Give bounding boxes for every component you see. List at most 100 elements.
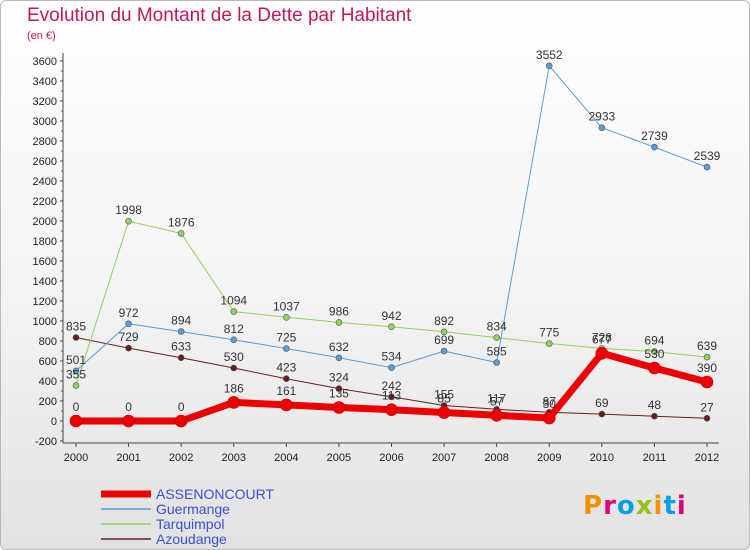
data-point-assenoncourt — [595, 346, 609, 360]
x-tick-label: 2000 — [64, 452, 88, 464]
x-tick-label: 2005 — [327, 452, 351, 464]
chart-subtitle: (en €) — [27, 30, 56, 42]
data-point-tarquimpol — [545, 340, 553, 347]
y-tick-label: 600 — [39, 356, 57, 368]
data-point-azoudange — [335, 385, 343, 392]
data-label-guermange: 585 — [487, 345, 507, 359]
data-label-azoudange: 423 — [276, 361, 296, 375]
data-label-tarquimpol: 834 — [487, 320, 507, 334]
data-point-guermange — [72, 367, 80, 375]
data-point-tarquimpol — [177, 230, 185, 237]
data-point-assenoncourt — [700, 375, 714, 389]
proxiti-logo: Proxiti — [583, 491, 687, 521]
y-tick-label: 0 — [51, 416, 57, 428]
data-point-tarquimpol — [651, 348, 658, 355]
data-point-guermange — [598, 124, 606, 131]
data-label-guermange: 725 — [276, 331, 296, 345]
data-label-tarquimpol: 639 — [697, 339, 717, 353]
y-tick-label: 2000 — [33, 216, 57, 228]
y-tick-label: 3200 — [33, 96, 57, 108]
legend-label-guermange: Guermange — [156, 501, 230, 517]
data-point-azoudange — [125, 344, 132, 352]
data-point-azoudange — [598, 410, 606, 418]
data-label-guermange: 2539 — [694, 149, 721, 163]
data-label-tarquimpol: 694 — [644, 334, 664, 348]
data-label-azoudange: 87 — [543, 394, 557, 408]
x-tick-label: 2010 — [590, 452, 614, 464]
legend-label-tarquimpol: Tarquimpol — [156, 516, 224, 532]
data-point-guermange — [177, 328, 185, 335]
data-label-assenoncourt: 530 — [644, 347, 664, 361]
data-label-guermange: 2739 — [641, 129, 668, 143]
data-label-assenoncourt: 57 — [490, 394, 504, 408]
y-tick-label: 1600 — [33, 256, 57, 268]
data-point-guermange — [440, 347, 448, 355]
data-label-azoudange: 242 — [381, 379, 401, 393]
data-point-assenoncourt — [122, 414, 135, 428]
data-label-assenoncourt: 0 — [73, 400, 80, 414]
y-tick-label: 200 — [39, 396, 57, 408]
data-point-guermange — [335, 354, 343, 362]
data-point-tarquimpol — [493, 334, 500, 341]
y-tick-label: 2800 — [33, 136, 57, 148]
x-tick-label: 2001 — [116, 452, 140, 464]
data-point-tarquimpol — [440, 328, 448, 336]
data-point-tarquimpol — [283, 313, 290, 321]
chart-title: Evolution du Montant de la Dette par Hab… — [27, 5, 412, 26]
y-tick-label: 3000 — [33, 116, 57, 128]
data-label-guermange: 632 — [329, 340, 349, 354]
data-label-azoudange: 835 — [66, 320, 86, 334]
data-label-guermange: 3552 — [536, 48, 563, 62]
y-tick-label: 1000 — [33, 316, 57, 328]
data-label-tarquimpol: 1876 — [168, 215, 195, 229]
data-point-assenoncourt — [437, 406, 451, 419]
y-tick-label: 2200 — [33, 196, 57, 208]
data-label-assenoncourt: 113 — [382, 389, 401, 403]
data-point-guermange — [230, 336, 238, 344]
x-tick-label: 2008 — [484, 452, 508, 464]
legend-label-azoudange: Azoudange — [156, 531, 227, 547]
data-label-tarquimpol: 1094 — [220, 294, 247, 308]
data-point-azoudange — [388, 393, 395, 401]
data-label-azoudange: 155 — [434, 388, 454, 402]
y-tick-label: 1800 — [33, 236, 57, 248]
data-label-guermange: 2933 — [588, 110, 615, 124]
data-label-assenoncourt: 135 — [329, 387, 349, 401]
x-tick-label: 2003 — [222, 452, 246, 464]
data-point-assenoncourt — [174, 414, 188, 428]
y-tick-label: -200 — [35, 436, 57, 448]
data-point-tarquimpol — [335, 319, 343, 326]
data-label-assenoncourt: 0 — [125, 400, 132, 414]
data-label-guermange: 972 — [119, 306, 139, 320]
data-point-assenoncourt — [332, 401, 346, 414]
data-point-assenoncourt — [490, 408, 503, 422]
data-label-tarquimpol: 986 — [329, 304, 349, 318]
y-tick-label: 2600 — [33, 156, 57, 168]
y-tick-label: 3600 — [33, 56, 57, 68]
data-label-guermange: 812 — [224, 322, 244, 336]
data-point-azoudange — [283, 375, 290, 383]
data-point-tarquimpol — [703, 353, 711, 361]
data-label-assenoncourt: 85 — [437, 392, 451, 406]
data-label-guermange: 501 — [66, 353, 86, 367]
x-tick-label: 2011 — [643, 452, 667, 464]
data-point-azoudange — [651, 412, 658, 420]
data-point-guermange — [703, 163, 711, 171]
data-label-azoudange: 633 — [171, 340, 191, 354]
y-tick-label: 800 — [39, 336, 57, 348]
y-tick-label: 2400 — [33, 176, 57, 188]
data-label-azoudange: 48 — [648, 398, 662, 412]
data-point-tarquimpol — [72, 382, 80, 389]
x-tick-label: 2009 — [537, 452, 561, 464]
data-label-azoudange: 324 — [329, 371, 349, 385]
data-label-tarquimpol: 892 — [434, 314, 454, 328]
data-label-tarquimpol: 1037 — [273, 299, 300, 313]
data-point-azoudange — [230, 364, 238, 372]
data-point-guermange — [545, 62, 553, 70]
data-point-azoudange — [703, 414, 711, 422]
data-label-assenoncourt: 186 — [224, 381, 244, 395]
data-label-tarquimpol: 726 — [592, 330, 612, 344]
data-point-guermange — [388, 364, 395, 371]
x-tick-label: 2002 — [169, 452, 193, 464]
